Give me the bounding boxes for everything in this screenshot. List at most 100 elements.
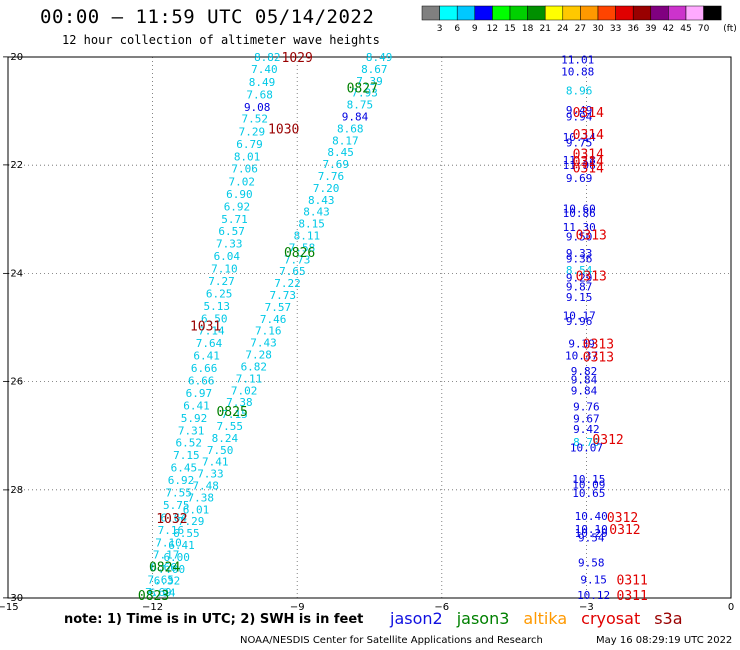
x-tick-label: 0 xyxy=(728,602,734,613)
wave-height-point: 8.24 xyxy=(212,432,239,445)
colorbar-label: 39 xyxy=(645,24,657,34)
satellite-legend: jason2 jason3 altika cryosat s3a xyxy=(390,609,697,628)
wave-height-point: 7.55 xyxy=(216,420,243,433)
wave-height-point: 6.32 xyxy=(154,575,181,588)
colorbar-label: 24 xyxy=(557,24,569,34)
wave-height-point: 8.96 xyxy=(566,85,593,98)
wave-height-point: 10.65 xyxy=(572,487,605,500)
colorbar-swatch xyxy=(703,5,722,21)
wave-height-point: 10.29 xyxy=(575,527,608,540)
colorbar-label: 12 xyxy=(487,24,498,34)
wave-height-point: 7.73 xyxy=(269,289,296,302)
wave-height-point: 8.43 xyxy=(303,206,330,219)
wave-height-point: 10.37 xyxy=(565,350,598,363)
x-tick-label: −3 xyxy=(579,602,594,613)
colorbar-label: 6 xyxy=(454,24,460,34)
y-axis-ticks: −20 −22 −24 −26 −28 −30 xyxy=(2,52,23,604)
legend-cryosat: cryosat xyxy=(581,609,641,628)
wave-height-point: 9.69 xyxy=(566,172,593,185)
wave-height-point: 6.45 xyxy=(171,462,198,475)
x-tick-label: −9 xyxy=(290,602,305,613)
wave-height-point: 8.75 xyxy=(347,99,374,112)
pass-time-label: 0823 xyxy=(138,589,169,604)
wave-height-point: 8.15 xyxy=(298,218,325,231)
wave-height-point: 7.38 xyxy=(226,396,253,409)
wave-height-point: 7.17 xyxy=(153,549,180,562)
chart-grid xyxy=(8,57,731,598)
wave-height-point: 7.15 xyxy=(173,449,200,462)
pass-time-label: 0824 xyxy=(149,561,180,576)
legend-altika: altika xyxy=(523,609,568,628)
y-tick-label: −30 xyxy=(2,593,23,604)
wave-height-point: 9.33 xyxy=(566,247,593,260)
wave-height-point: 9.84 xyxy=(571,384,598,397)
pass-time-label: 1029 xyxy=(282,51,313,66)
wave-height-point: 6.04 xyxy=(214,250,241,263)
wave-height-point: 10.10 xyxy=(575,523,608,536)
wave-height-point: 9.42 xyxy=(573,423,600,436)
color-scale-bar: 3 6 9 12 15 18 21 24 27 30 33 36 39 42 45 70 (ft) xyxy=(421,5,737,34)
wave-height-point: 9.54 xyxy=(578,531,605,544)
wave-height-point: 7.43 xyxy=(250,337,277,350)
wave-height-point: 9.75 xyxy=(566,136,593,149)
wave-height-point: 7.22 xyxy=(274,277,301,290)
wave-height-point: 7.50 xyxy=(207,444,234,457)
wave-height-point: 10.12 xyxy=(577,589,610,602)
wave-height-point: 8.82 xyxy=(254,51,281,64)
wave-height-point: 7.73 xyxy=(284,253,311,266)
colorbar-label: 3 xyxy=(437,24,443,34)
wave-height-point: 7.69 xyxy=(323,158,350,171)
legend-s3a: s3a xyxy=(654,609,683,628)
wave-height-point: 6.66 xyxy=(191,362,218,375)
wave-height-point: 8.43 xyxy=(308,194,335,207)
wave-height-point: 6.92 xyxy=(168,474,195,487)
pass-time-label: 1030 xyxy=(268,122,299,137)
wave-height-point: 7.58 xyxy=(289,241,316,254)
wave-height-point: 10.14 xyxy=(563,131,596,144)
wave-height-point: 10.09 xyxy=(572,478,605,491)
wave-height-point: 6.52 xyxy=(176,437,203,450)
wave-height-point: 9.58 xyxy=(578,556,605,569)
legend-jason3: jason3 xyxy=(456,609,510,628)
wave-height-point: 7.02 xyxy=(231,384,258,397)
wave-height-point: 6.66 xyxy=(150,561,177,574)
wave-height-point: 9.87 xyxy=(566,280,593,293)
wave-height-point: 5.71 xyxy=(221,213,248,226)
wave-height-point: 7.64 xyxy=(196,337,223,350)
colorbar-label: 70 xyxy=(698,24,710,34)
pass-time-label: 0314 xyxy=(573,128,604,143)
wave-height-point: 5.13 xyxy=(203,300,230,313)
wave-height-point: 8.11 xyxy=(294,230,321,243)
wave-height-point: 9.84 xyxy=(342,111,369,124)
pass-time-label: 0314 xyxy=(573,155,604,170)
wave-height-point: 7.65 xyxy=(148,574,175,587)
pass-time-label: 0311 xyxy=(617,589,648,604)
colorbar-label: 45 xyxy=(680,24,691,34)
pass-time-label: 1032 xyxy=(156,512,187,527)
wave-height-point: 7.16 xyxy=(158,524,185,537)
colorbar-label: 15 xyxy=(504,24,515,34)
wave-height-point: 9.29 xyxy=(566,272,593,285)
wave-height-point: 7.41 xyxy=(202,456,229,469)
wave-height-point: 6.57 xyxy=(218,225,245,238)
wave-height-point: 6.50 xyxy=(201,312,228,325)
pass-time-label: 0314 xyxy=(573,147,604,162)
wave-height-point: 6.97 xyxy=(186,387,213,400)
wave-height-point: 6.41 xyxy=(183,399,210,412)
colorbar-label: 27 xyxy=(575,24,586,34)
wave-height-point: 9.49 xyxy=(566,104,593,117)
wave-height-point: 7.29 xyxy=(239,126,266,139)
wave-height-point: 9.15 xyxy=(566,291,593,304)
wave-height-point: 10.40 xyxy=(575,510,608,523)
wave-height-point: 11.01 xyxy=(561,54,594,67)
wave-height-point: 7.00 xyxy=(159,563,186,576)
wave-height-point: 10.17 xyxy=(563,310,596,323)
wave-height-point: 9.84 xyxy=(571,373,598,386)
wave-height-point: 8.49 xyxy=(249,76,276,89)
wave-height-point: 9.08 xyxy=(244,101,271,114)
wave-height-point: 6.64 xyxy=(161,511,188,524)
x-axis-ticks: −15 −12 −9 −6 −3 0 xyxy=(0,602,734,613)
wave-height-point: 7.38 xyxy=(188,491,215,504)
wave-height-point: 10.15 xyxy=(572,473,605,486)
wave-height-point: 7.76 xyxy=(318,170,345,183)
